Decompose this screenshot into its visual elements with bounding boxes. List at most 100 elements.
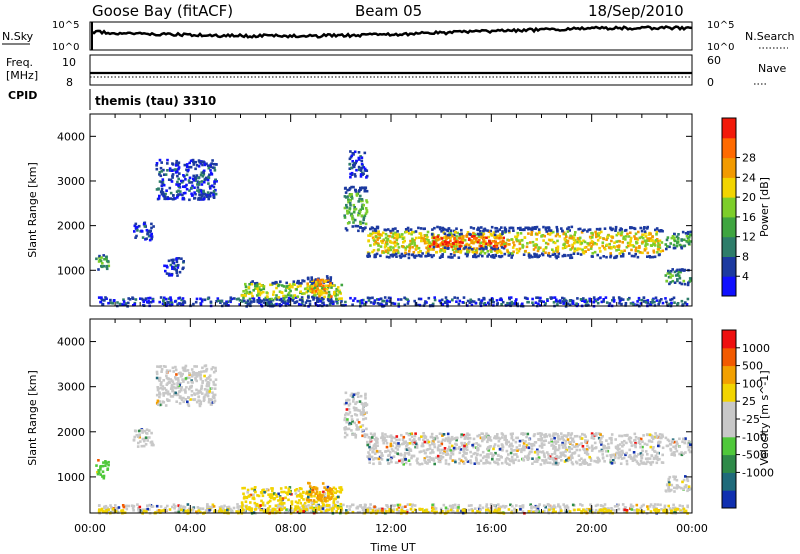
- data-cell: [398, 233, 401, 236]
- data-cell: [279, 504, 282, 508]
- data-cell: [195, 375, 199, 378]
- data-cell: [619, 297, 623, 300]
- data-cell: [297, 489, 301, 493]
- data-cell: [102, 474, 106, 478]
- data-cell: [486, 507, 490, 510]
- data-cell: [302, 510, 305, 513]
- data-cell: [388, 509, 391, 513]
- data-cell: [410, 440, 414, 444]
- data-cell: [636, 255, 640, 259]
- data-cell: [145, 300, 149, 304]
- data-cell: [498, 507, 501, 511]
- data-cell: [403, 239, 406, 243]
- data-cell: [147, 296, 150, 300]
- data-cell: [557, 503, 560, 506]
- data-cell: [134, 227, 138, 230]
- data-cell: [288, 486, 292, 489]
- data-cell: [258, 505, 261, 509]
- data-cell: [321, 503, 325, 507]
- data-cell: [590, 444, 594, 448]
- data-cell: [245, 290, 249, 294]
- data-cell: [103, 298, 106, 302]
- data-cell: [213, 399, 217, 403]
- data-cell: [205, 369, 208, 372]
- data-cell: [571, 443, 574, 447]
- data-cell: [138, 435, 141, 439]
- data-cell: [206, 191, 210, 194]
- data-cell: [170, 258, 173, 262]
- data-cell: [241, 503, 244, 506]
- data-cell: [591, 233, 595, 236]
- data-cell: [330, 295, 333, 298]
- data-cell: [486, 255, 489, 258]
- data-cell: [325, 275, 329, 278]
- data-cell: [194, 378, 197, 381]
- data-cell: [510, 435, 514, 438]
- data-cell: [310, 278, 314, 281]
- data-cell: [537, 505, 540, 508]
- data-cell: [551, 505, 555, 509]
- data-cell: [179, 372, 182, 375]
- data-cell: [338, 291, 342, 294]
- data-cell: [507, 239, 511, 242]
- data-cell: [240, 294, 244, 297]
- data-cell: [300, 298, 304, 302]
- data-cell: [616, 504, 619, 508]
- station-title: Goose Bay (fitACF): [92, 2, 233, 20]
- data-cell: [602, 237, 606, 241]
- data-cell: [518, 444, 521, 447]
- data-cell: [192, 163, 196, 166]
- data-cell: [372, 458, 375, 461]
- data-cell: [120, 509, 123, 513]
- data-cell: [209, 169, 212, 172]
- data-cell: [367, 451, 370, 454]
- data-cell: [164, 506, 167, 510]
- data-cell: [478, 247, 482, 251]
- data-cell: [499, 240, 502, 244]
- data-cell: [343, 216, 347, 219]
- data-cell: [359, 208, 362, 211]
- data-cell: [367, 299, 371, 302]
- data-cell: [182, 507, 185, 510]
- data-cell: [600, 443, 603, 446]
- data-cell: [312, 486, 316, 489]
- data-cell: [177, 177, 180, 181]
- data-cell: [376, 509, 380, 513]
- data-cell: [532, 303, 535, 307]
- data-cell: [636, 300, 639, 303]
- data-cell: [245, 507, 249, 511]
- data-cell: [404, 246, 408, 250]
- data-cell: [251, 497, 255, 500]
- data-cell: [387, 296, 391, 300]
- data-cell: [504, 303, 508, 307]
- data-cell: [617, 248, 621, 251]
- data-cell: [609, 254, 613, 257]
- data-cell: [488, 298, 492, 302]
- data-cell: [171, 366, 175, 370]
- data-cell: [449, 229, 453, 232]
- data-cell: [168, 369, 172, 373]
- data-cell: [441, 510, 444, 513]
- data-cell: [630, 248, 633, 252]
- data-cell: [643, 249, 647, 252]
- data-cell: [115, 508, 119, 512]
- data-cell: [133, 429, 137, 432]
- data-cell: [171, 176, 174, 179]
- data-cell: [198, 403, 202, 406]
- data-cell: [169, 378, 172, 381]
- data-cell: [163, 264, 166, 268]
- data-cell: [349, 505, 352, 508]
- data-cell: [635, 237, 638, 240]
- data-cell: [263, 491, 266, 494]
- data-cell: [300, 282, 303, 285]
- data-cell: [346, 209, 349, 213]
- data-cell: [522, 448, 526, 452]
- data-cell: [172, 503, 176, 506]
- data-cell: [160, 368, 164, 371]
- data-cell: [172, 197, 176, 201]
- data-cell: [323, 509, 326, 513]
- data-cell: [267, 493, 270, 496]
- power-y-axis-label: Slant Range [km]: [26, 162, 39, 258]
- data-cell: [651, 235, 654, 238]
- data-cell: [325, 288, 329, 291]
